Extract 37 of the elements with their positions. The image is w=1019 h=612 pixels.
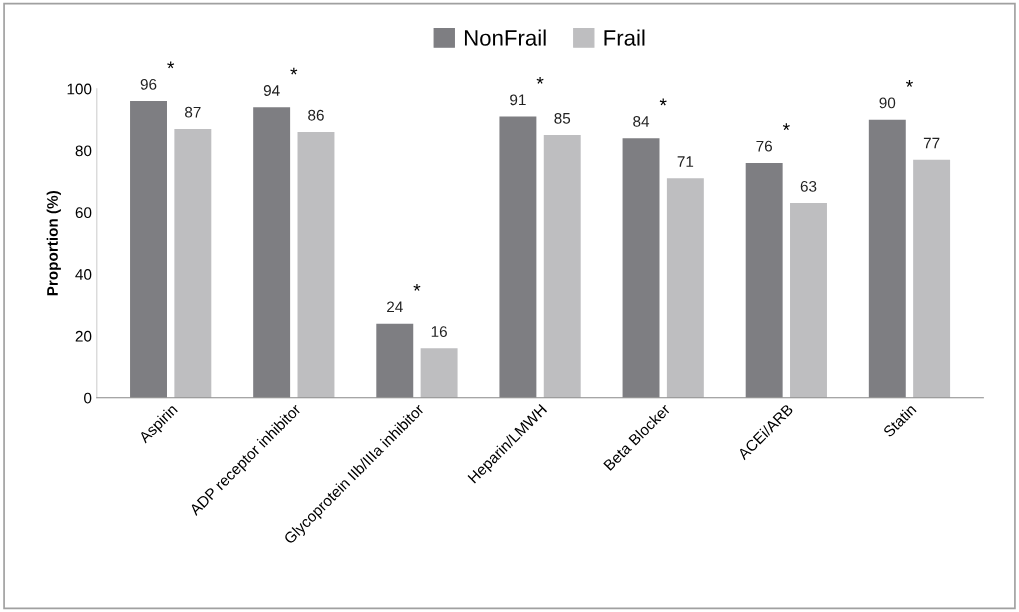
- text: *: [905, 80, 913, 87]
- y-axis-title: Proportion (%): [46, 190, 61, 296]
- y-tick-label: 20: [75, 330, 92, 342]
- y-tick-label: 0: [84, 392, 92, 404]
- bar: [543, 135, 581, 398]
- data-label: 90: [879, 97, 896, 109]
- annotation: *: [413, 283, 421, 291]
- annotation: *: [782, 123, 790, 131]
- data-label: 86: [308, 109, 324, 121]
- data-label: 96: [140, 78, 157, 90]
- bar: [420, 348, 458, 398]
- legend-label: Frail: [604, 29, 645, 46]
- annotation: *: [659, 98, 667, 106]
- data-label: 77: [923, 137, 940, 149]
- data-label: 76: [756, 140, 772, 152]
- bar: [790, 203, 827, 398]
- text: *: [536, 76, 544, 84]
- y-tick-label: 80: [75, 145, 92, 157]
- bar: [297, 132, 335, 398]
- bar: [666, 178, 704, 398]
- data-label: 91: [510, 94, 526, 106]
- data-label: 85: [554, 112, 571, 124]
- data-label: 71: [677, 156, 694, 167]
- bar: [174, 128, 212, 398]
- data-label: 94: [263, 85, 280, 96]
- bar: [913, 159, 951, 398]
- data-label: 84: [633, 116, 650, 127]
- y-tick-label: 60: [75, 207, 92, 219]
- text: *: [167, 61, 175, 69]
- data-label: 24: [387, 301, 403, 313]
- data-label: 63: [800, 180, 817, 192]
- y-tick-label: 100: [67, 83, 92, 95]
- legend-label: NonFrail: [464, 29, 546, 46]
- data-label: 16: [431, 326, 447, 337]
- text: *: [290, 67, 298, 75]
- data-label: 87: [185, 106, 201, 118]
- y-tick-label: 40: [75, 269, 92, 280]
